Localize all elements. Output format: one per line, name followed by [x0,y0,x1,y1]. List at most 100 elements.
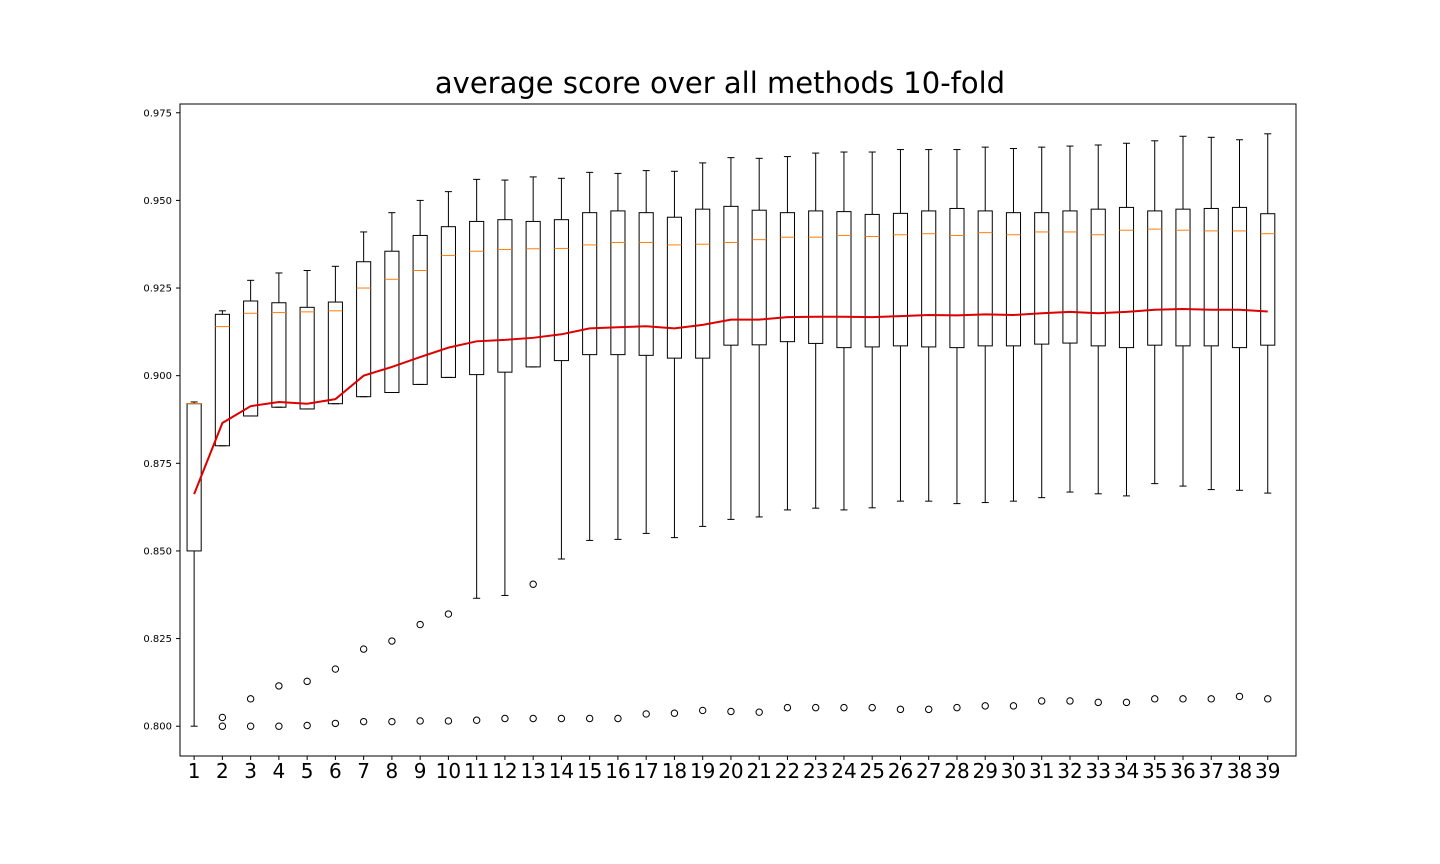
flier-point [416,717,424,725]
box-7 [356,231,372,398]
x-tick-label: 24 [831,759,856,783]
x-tick-label: 39 [1255,759,1280,783]
x-tick-label: 17 [633,759,658,783]
box-9 [412,199,428,385]
flier-point [359,645,368,653]
box-body [412,234,428,385]
box-21 [751,157,767,518]
box-body [638,212,654,356]
box-1 [186,401,202,727]
flier-point [416,620,424,629]
box-18 [666,170,682,539]
axes-frame [179,103,1297,757]
box-11 [469,178,485,599]
flier-point [1207,695,1215,703]
box-5 [299,270,315,410]
box-body [723,205,739,346]
flier-point [614,714,622,723]
x-tick-label: 1 [188,759,201,783]
box-body [695,208,711,359]
flier-point [303,677,311,686]
box-body [384,250,400,393]
x-tick-label: 10 [436,759,461,783]
box-body [525,220,541,368]
box-body [469,220,485,376]
flier-point [444,717,453,725]
flier-point [1179,695,1187,703]
box-body [440,226,456,378]
flier-point [925,705,933,714]
flier-point [585,714,594,723]
y-tick-label: 0.925 [143,284,172,295]
x-tick-label: 23 [803,759,828,783]
x-tick-label: 21 [746,759,771,783]
x-tick-label: 29 [972,759,997,783]
flier-point [444,610,453,618]
x-tick-label: 22 [775,759,800,783]
box-body [553,219,569,362]
x-tick-label: 14 [549,759,574,783]
x-tick-label: 28 [944,759,969,783]
flier-point [388,637,396,645]
box-body [186,403,202,552]
x-tick-label: 31 [1029,759,1054,783]
box-body [808,210,824,344]
y-axis: 0.800 0.825 0.850 0.875 0.900 0.925 0.950 0.975 [143,108,180,733]
fliers-group [218,580,1272,730]
flier-point [303,721,311,730]
flier-point [246,722,255,730]
flier-point [953,703,961,712]
y-tick-label: 0.900 [143,371,172,382]
box-39 [1260,133,1276,494]
box-body [1260,213,1276,346]
box-29 [977,146,993,504]
x-tick-label: 4 [273,759,286,783]
box-body [1005,212,1022,347]
box-28 [949,149,965,505]
box-22 [779,156,796,511]
flier-point [275,722,283,730]
box-body [1147,210,1163,346]
box-body [892,212,909,347]
box-27 [921,149,937,502]
flier-point [1235,692,1244,701]
flier-point [1264,695,1272,703]
x-tick-label: 7 [357,759,370,783]
box-34 [1118,142,1135,497]
x-tick-label: 36 [1170,759,1195,783]
box-body [666,216,682,359]
box-body [1231,206,1248,349]
x-tick-label: 9 [414,759,427,783]
box-37 [1203,136,1219,491]
box-body [610,210,626,356]
box-32 [1062,145,1078,493]
mean-line-group [193,308,1268,495]
x-tick-label: 37 [1199,759,1224,783]
box-16 [610,172,626,540]
box-30 [1005,148,1022,502]
box-17 [638,170,654,534]
x-tick-label: 20 [718,759,743,783]
flier-point [755,708,763,716]
box-13 [525,176,541,368]
flier-point [670,709,679,717]
x-tick-label: 15 [577,759,602,783]
box-body [582,212,598,356]
box-14 [553,177,569,560]
box-12 [497,179,513,596]
flier-point [275,682,283,690]
box-body [751,209,767,346]
flier-point [331,665,340,673]
box-body [1175,208,1191,347]
x-tick-label: 8 [386,759,399,783]
y-tick-label: 0.975 [143,108,172,119]
flier-point [529,580,537,588]
box-31 [1034,146,1050,499]
flier-point [246,695,255,703]
box-23 [808,152,824,509]
x-tick-label: 16 [605,759,630,783]
box-body [1034,212,1050,345]
box-body [836,211,852,349]
flier-point [1066,697,1074,705]
box-body [1090,208,1106,347]
